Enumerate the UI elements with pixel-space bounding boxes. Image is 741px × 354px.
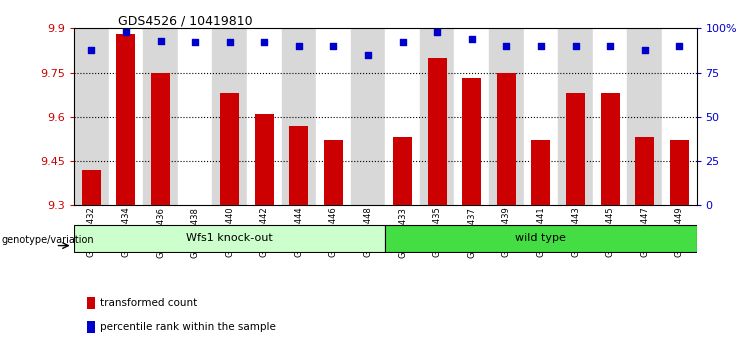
- Bar: [600, 93, 619, 205]
- Bar: [454, 28, 489, 205]
- Bar: [116, 34, 136, 205]
- Bar: [109, 28, 143, 205]
- Bar: [593, 28, 628, 205]
- Bar: [566, 93, 585, 205]
- Point: [431, 29, 443, 35]
- Point: [674, 43, 685, 49]
- Bar: [428, 58, 447, 205]
- Bar: [213, 28, 247, 205]
- Bar: [420, 28, 454, 205]
- Text: percentile rank within the sample: percentile rank within the sample: [100, 322, 276, 332]
- Point: [155, 38, 167, 44]
- Point: [604, 43, 616, 49]
- Bar: [531, 141, 551, 205]
- Bar: [220, 93, 239, 205]
- Bar: [496, 73, 516, 205]
- Bar: [324, 141, 343, 205]
- Bar: [255, 114, 273, 205]
- Bar: [87, 321, 95, 333]
- Point: [535, 43, 547, 49]
- Text: Wfs1 knock-out: Wfs1 knock-out: [186, 233, 273, 243]
- Bar: [628, 28, 662, 205]
- FancyBboxPatch shape: [74, 224, 385, 252]
- Bar: [151, 73, 170, 205]
- Bar: [82, 170, 101, 205]
- Point: [466, 36, 478, 42]
- Point: [362, 52, 374, 58]
- Bar: [385, 28, 420, 205]
- Point: [189, 40, 201, 45]
- Bar: [143, 28, 178, 205]
- Point: [85, 47, 97, 52]
- Point: [293, 43, 305, 49]
- Bar: [316, 28, 350, 205]
- Bar: [178, 28, 213, 205]
- Bar: [282, 28, 316, 205]
- FancyBboxPatch shape: [385, 224, 697, 252]
- Text: transformed count: transformed count: [100, 298, 198, 308]
- Text: GDS4526 / 10419810: GDS4526 / 10419810: [118, 14, 252, 27]
- Bar: [350, 28, 385, 205]
- Bar: [462, 79, 481, 205]
- Bar: [662, 28, 697, 205]
- Bar: [247, 28, 282, 205]
- Bar: [489, 28, 524, 205]
- Bar: [558, 28, 593, 205]
- Point: [224, 40, 236, 45]
- Bar: [87, 297, 95, 309]
- Bar: [524, 28, 558, 205]
- Point: [570, 43, 582, 49]
- Bar: [289, 126, 308, 205]
- Point: [396, 40, 408, 45]
- Point: [500, 43, 512, 49]
- Point: [120, 29, 132, 35]
- Point: [328, 43, 339, 49]
- Text: wild type: wild type: [516, 233, 566, 243]
- Bar: [635, 137, 654, 205]
- Bar: [393, 137, 412, 205]
- Bar: [670, 141, 688, 205]
- Text: genotype/variation: genotype/variation: [1, 235, 94, 245]
- Bar: [74, 28, 109, 205]
- Point: [639, 47, 651, 52]
- Point: [259, 40, 270, 45]
